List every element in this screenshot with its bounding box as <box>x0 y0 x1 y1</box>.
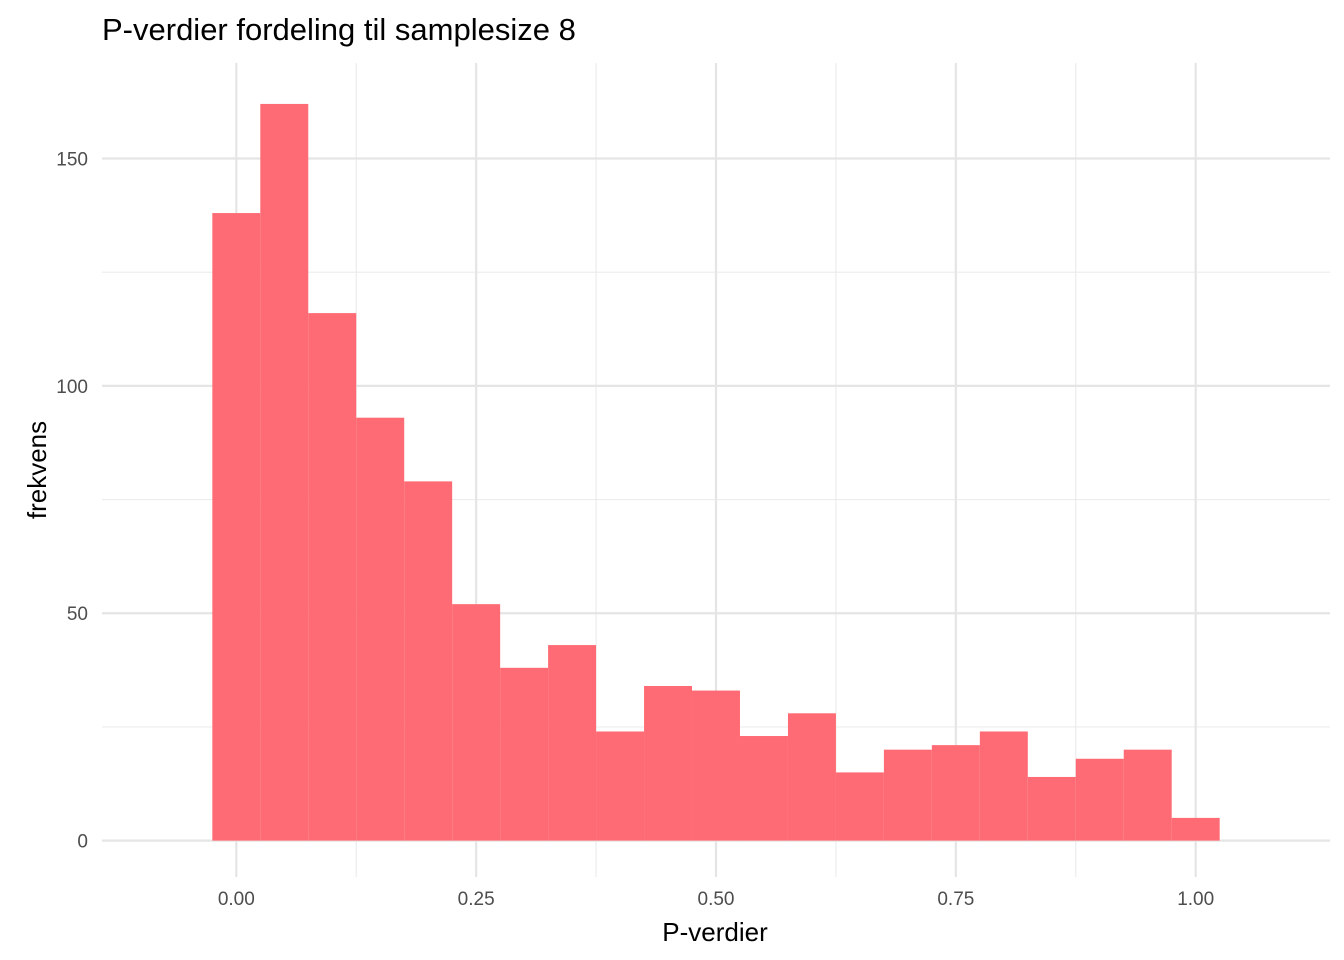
y-tick-label: 0 <box>77 832 88 853</box>
histogram-bar-9 <box>644 686 693 841</box>
histogram-bar-6 <box>500 667 549 841</box>
y-tick-label: 50 <box>67 604 88 625</box>
x-axis-tick-labels: 0.00 0.25 0.50 0.75 1.00 <box>218 889 1214 910</box>
histogram-bar-14 <box>883 749 932 841</box>
histogram-bar-8 <box>596 731 645 841</box>
histogram-bar-3 <box>356 417 405 841</box>
histogram-bar-19 <box>1123 749 1172 841</box>
x-tick-label: 0.75 <box>937 889 974 910</box>
histogram-bar-20 <box>1171 817 1220 841</box>
histogram-bar-16 <box>979 731 1028 841</box>
x-tick-label: 0.00 <box>218 889 255 910</box>
histogram-bar-12 <box>787 713 836 841</box>
histogram-bar-1 <box>260 103 309 841</box>
histogram-bar-13 <box>835 772 884 841</box>
histogram-bar-18 <box>1075 758 1124 841</box>
histogram-bar-7 <box>548 645 597 841</box>
y-tick-label: 100 <box>56 377 88 398</box>
histogram-bars <box>212 103 1220 841</box>
histogram-bar-15 <box>931 745 980 841</box>
x-axis-title: P-verdier <box>662 917 768 947</box>
y-tick-label: 150 <box>56 149 88 170</box>
x-tick-label: 0.50 <box>698 889 735 910</box>
chart-title: P-verdier fordeling til samplesize 8 <box>102 12 576 47</box>
histogram-bar-17 <box>1027 776 1076 841</box>
y-axis-tick-labels: 0 50 100 150 <box>56 149 88 852</box>
histogram-bar-4 <box>404 481 453 841</box>
x-tick-label: 0.25 <box>458 889 495 910</box>
histogram-bar-5 <box>452 604 501 841</box>
histogram-bar-11 <box>739 736 788 841</box>
y-axis-title: frekvens <box>22 421 52 519</box>
histogram-bar-2 <box>308 313 357 841</box>
histogram-bar-10 <box>692 690 740 841</box>
x-tick-label: 1.00 <box>1177 889 1214 910</box>
histogram-bar-0 <box>212 213 261 841</box>
